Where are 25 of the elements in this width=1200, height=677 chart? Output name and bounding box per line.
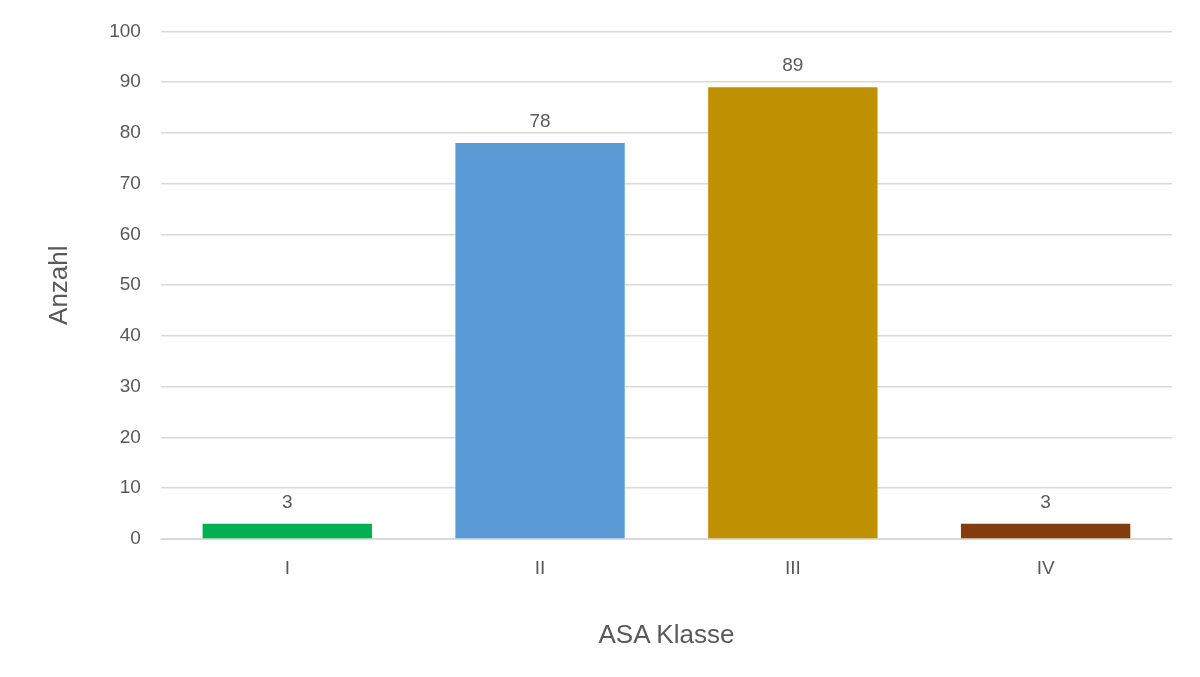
- y-tick-label: 90: [119, 70, 141, 92]
- y-axis-title: Anzahl: [42, 245, 73, 325]
- bar: [202, 523, 372, 539]
- y-tick-label: 20: [119, 425, 141, 447]
- y-tick-label: 70: [119, 171, 141, 193]
- x-tick-label: I: [284, 556, 290, 578]
- y-tick-label: 30: [119, 374, 141, 396]
- y-tick-label: 0: [130, 527, 141, 549]
- y-tick-label: 10: [119, 476, 141, 498]
- y-tick-label: 50: [119, 273, 141, 295]
- y-tick-label: 80: [119, 121, 141, 143]
- bar: [708, 87, 878, 539]
- x-tick-label: II: [534, 556, 546, 578]
- bar: [455, 143, 625, 539]
- y-tick-label: 40: [119, 324, 141, 346]
- y-tick-label: 60: [119, 222, 141, 244]
- bar: [960, 523, 1131, 539]
- data-label: 3: [1040, 490, 1051, 512]
- x-tick-label: III: [784, 556, 801, 578]
- data-label: 78: [529, 109, 551, 131]
- x-axis-title: ASA Klasse: [598, 618, 735, 649]
- data-label: 3: [282, 490, 293, 512]
- x-tick-label: IV: [1036, 556, 1055, 578]
- data-label: 89: [782, 53, 804, 75]
- y-tick-label: 100: [109, 19, 141, 41]
